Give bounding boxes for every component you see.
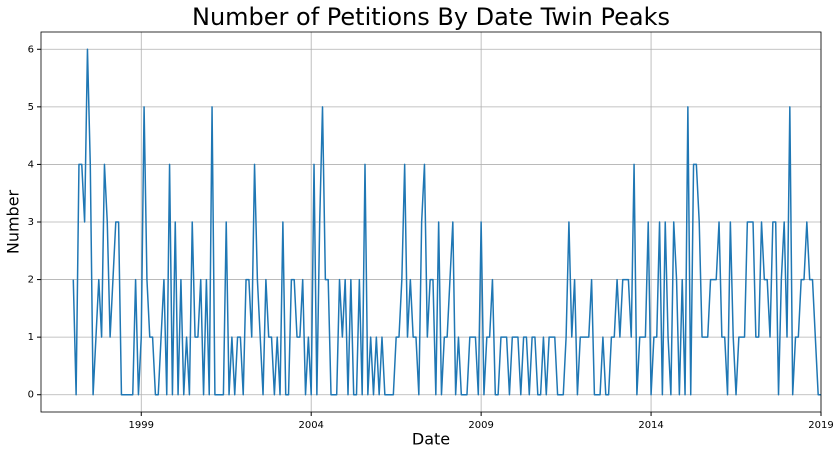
- x-tick-label: 2019: [808, 420, 833, 431]
- x-tick-label: 2004: [298, 420, 323, 431]
- grid: [41, 32, 822, 412]
- plot: [72, 48, 821, 396]
- data-line: [72, 48, 821, 396]
- y-tick-label: 3: [28, 217, 34, 228]
- chart-title: Number of Petitions By Date Twin Peaks: [192, 3, 670, 31]
- y-axis-label: Number: [4, 189, 23, 254]
- y-tick-label: 6: [28, 44, 34, 55]
- y-tick-label: 4: [28, 159, 34, 170]
- y-tick-label: 1: [28, 332, 34, 343]
- x-tick-label: 2014: [638, 420, 663, 431]
- x-axis-label: Date: [412, 430, 450, 449]
- y-tick-label: 2: [28, 275, 34, 286]
- y-tick-label: 5: [28, 102, 34, 113]
- x-tick-label: 1999: [129, 420, 154, 431]
- y-tick-label: 0: [28, 390, 34, 401]
- x-tick-label: 2009: [468, 420, 493, 431]
